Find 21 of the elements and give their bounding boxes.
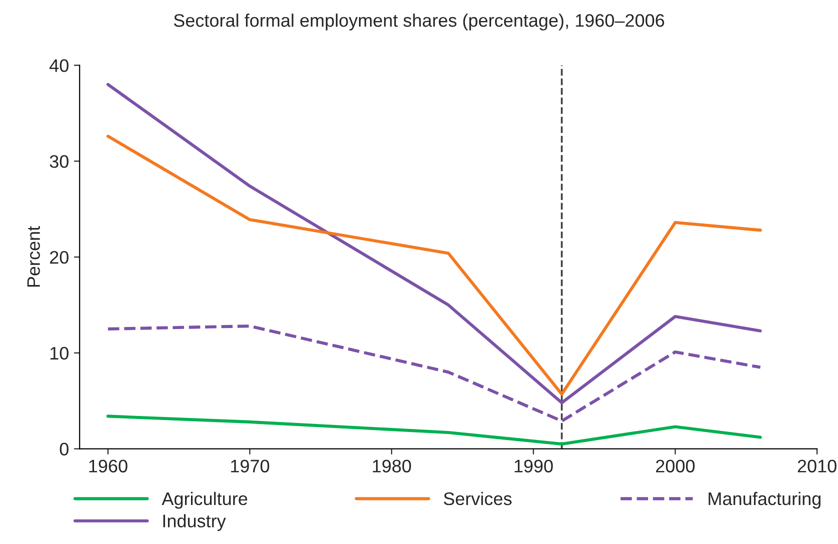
y-tick-label: 20 [50,250,68,264]
x-tick-label: 1960 [89,460,128,472]
chart-title: Sectoral formal employment shares (percentage), 1960–2006 [174,14,664,30]
y-tick-label: 40 [50,59,68,72]
x-tick-label: 1980 [372,460,411,472]
legend-label: Agriculture [162,492,248,509]
x-tick-label: 2000 [656,460,695,472]
line-series [106,324,762,423]
line-series [106,414,762,446]
x-tick-label: 1970 [231,460,270,472]
y-tick-label: 30 [50,155,68,168]
line-series [106,134,762,396]
line-series [106,82,762,404]
y-tick-label: 0 [60,442,68,456]
x-tick-label: 2010 [798,460,836,472]
y-axis-title: Percent [27,226,40,287]
legend-label: Services [444,492,512,506]
x-tick-label: 1990 [514,460,553,472]
legend-label: Industry [163,514,226,531]
legend-label: Manufacturing [708,492,820,509]
y-tick-label: 10 [50,346,68,360]
